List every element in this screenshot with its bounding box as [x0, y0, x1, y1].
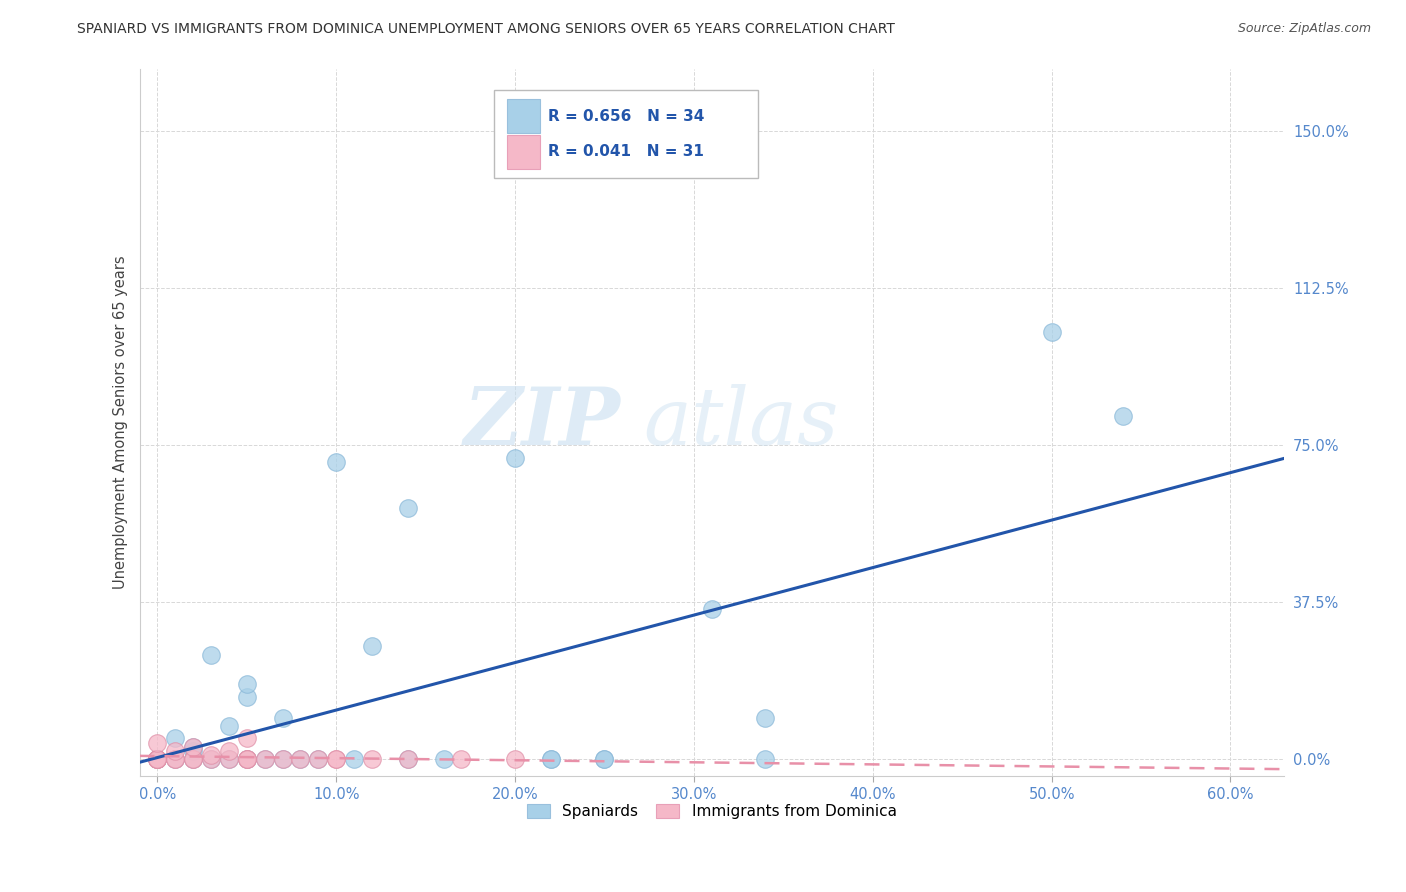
Point	[181, 739, 204, 754]
Point	[181, 739, 204, 754]
Point	[593, 752, 616, 766]
Point	[290, 752, 312, 766]
Point	[1112, 409, 1135, 423]
Point	[271, 752, 294, 766]
Point	[181, 744, 204, 758]
Point	[165, 744, 187, 758]
FancyBboxPatch shape	[495, 90, 758, 178]
Text: atlas: atlas	[643, 384, 838, 461]
Point	[253, 752, 276, 766]
Point	[200, 648, 222, 662]
Text: Source: ZipAtlas.com: Source: ZipAtlas.com	[1237, 22, 1371, 36]
Point	[236, 731, 259, 746]
Point	[361, 640, 384, 654]
Point	[165, 752, 187, 766]
Point	[236, 752, 259, 766]
Point	[146, 752, 169, 766]
Point	[236, 752, 259, 766]
Point	[165, 752, 187, 766]
Point	[146, 752, 169, 766]
Point	[290, 752, 312, 766]
Point	[307, 752, 329, 766]
Point	[218, 744, 240, 758]
Point	[1040, 326, 1063, 340]
Point	[181, 752, 204, 766]
Point	[146, 752, 169, 766]
Point	[218, 719, 240, 733]
Point	[343, 752, 366, 766]
Point	[236, 752, 259, 766]
FancyBboxPatch shape	[508, 135, 540, 169]
Point	[503, 450, 526, 465]
Point	[165, 731, 187, 746]
Point	[754, 752, 776, 766]
Text: R = 0.656   N = 34: R = 0.656 N = 34	[548, 109, 704, 124]
Point	[236, 752, 259, 766]
Point	[200, 748, 222, 763]
Point	[754, 710, 776, 724]
Y-axis label: Unemployment Among Seniors over 65 years: Unemployment Among Seniors over 65 years	[114, 255, 128, 589]
Point	[307, 752, 329, 766]
Point	[146, 752, 169, 766]
Point	[503, 752, 526, 766]
Point	[325, 455, 347, 469]
Point	[218, 752, 240, 766]
Point	[146, 752, 169, 766]
Point	[271, 710, 294, 724]
Point	[218, 752, 240, 766]
Point	[325, 752, 347, 766]
Point	[200, 752, 222, 766]
Point	[325, 752, 347, 766]
Point	[700, 601, 723, 615]
Point	[396, 501, 419, 516]
Point	[540, 752, 562, 766]
Point	[271, 752, 294, 766]
Point	[396, 752, 419, 766]
Text: ZIP: ZIP	[464, 384, 620, 461]
Point	[181, 752, 204, 766]
Point	[146, 752, 169, 766]
Point	[236, 677, 259, 691]
Point	[146, 736, 169, 750]
Point	[236, 690, 259, 704]
FancyBboxPatch shape	[508, 99, 540, 134]
Text: R = 0.041   N = 31: R = 0.041 N = 31	[548, 145, 704, 160]
Point	[432, 752, 454, 766]
Point	[396, 752, 419, 766]
Point	[361, 752, 384, 766]
Point	[181, 752, 204, 766]
Point	[593, 752, 616, 766]
Point	[253, 752, 276, 766]
Text: SPANIARD VS IMMIGRANTS FROM DOMINICA UNEMPLOYMENT AMONG SENIORS OVER 65 YEARS CO: SPANIARD VS IMMIGRANTS FROM DOMINICA UNE…	[77, 22, 896, 37]
Point	[450, 752, 472, 766]
Point	[165, 752, 187, 766]
Legend: Spaniards, Immigrants from Dominica: Spaniards, Immigrants from Dominica	[520, 797, 903, 825]
Point	[200, 752, 222, 766]
Point	[146, 752, 169, 766]
Point	[540, 752, 562, 766]
